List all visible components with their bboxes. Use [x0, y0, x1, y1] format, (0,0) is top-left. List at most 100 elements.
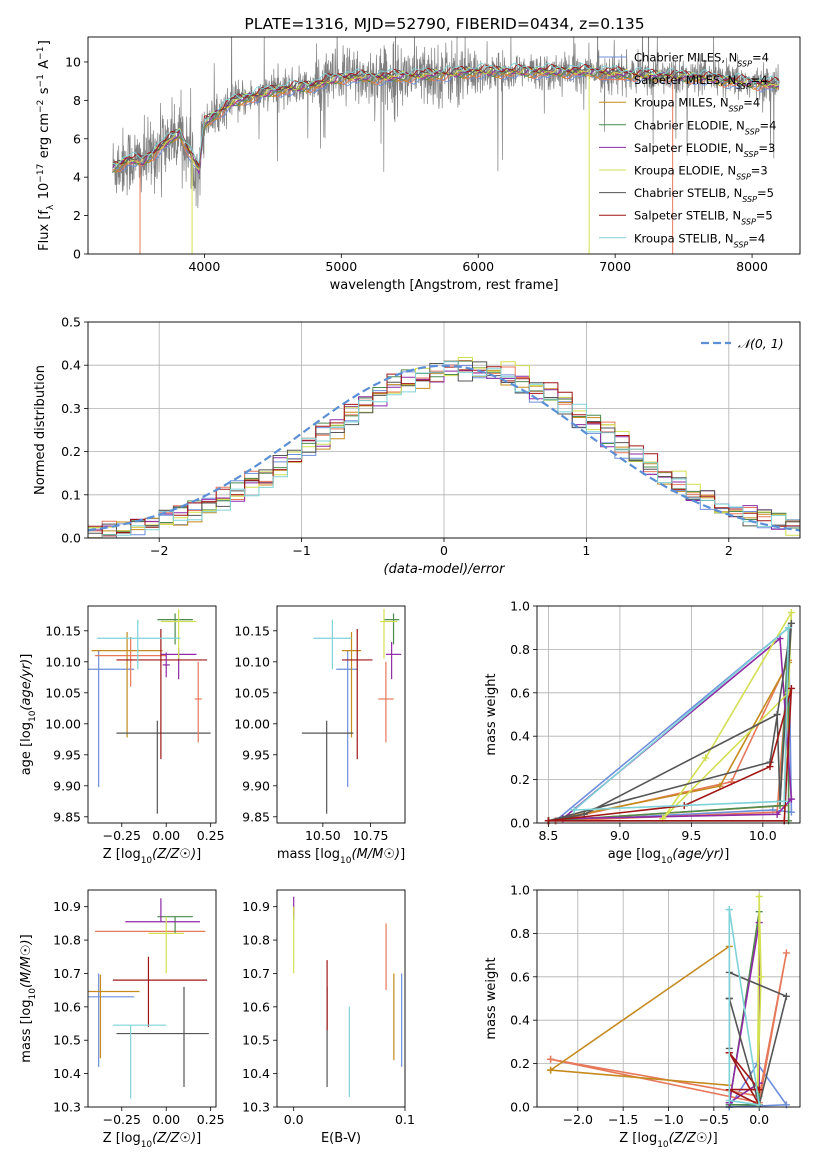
y-tick-label: 9.85 [53, 809, 81, 824]
legend-label-chabrier-stelib: Chabrier STELIB, NSSP=5 [634, 186, 774, 204]
weight-marker-chabrier-stelib [782, 992, 790, 1000]
legend-label-chabrier-miles: Chabrier MILES, NSSP=4 [634, 51, 769, 69]
weight-marker-kroupa-stelib [780, 797, 788, 805]
y-tick-label: 10.3 [53, 1100, 81, 1115]
y-tick-label: 9.95 [53, 747, 81, 762]
y-tick-label: 10.8 [53, 933, 81, 948]
y-axis-label: mass weight [484, 957, 499, 1039]
x-tick-label: 6000 [462, 259, 494, 274]
y-tick-label: 10 [65, 54, 81, 69]
y-tick-label: 10.15 [234, 623, 270, 638]
x-tick-label: 0.0 [284, 1112, 304, 1127]
weight-marker-kroupa-elodie [757, 973, 765, 981]
x-axis-label: mass [log10(M/M☉)] [277, 847, 405, 866]
mass-vs-Z-panel: −0.25 0.00 0.25 10.3 10.4 10.5 10.6 10.7 10.8 10.… [19, 889, 225, 1150]
y-tick-label: 0.8 [510, 642, 530, 657]
y-tick-label: 0.2 [61, 444, 81, 459]
x-axis-label: wavelength [Angstrom, rest frame] [330, 278, 559, 293]
x-tick-label: 10.0 [749, 828, 777, 843]
y-tick-label: 0.0 [510, 1100, 530, 1115]
y-tick-label: 8 [73, 93, 81, 108]
weight-marker-kroupa-elodie [787, 609, 795, 617]
y-axis-label: age [log10(age/yr)] [19, 654, 38, 776]
axes-frame [87, 321, 801, 539]
x-tick-label: −1.5 [608, 1112, 638, 1127]
x-tick-label: 5000 [325, 259, 357, 274]
y-tick-label: 10.7 [242, 966, 270, 981]
x-tick-label: 4000 [188, 259, 220, 274]
x-tick-label: 0 [440, 543, 448, 558]
y-tick-label: 10.6 [53, 999, 81, 1014]
axes-frame [87, 889, 217, 1108]
weight-marker-salpeter-stelib [787, 684, 795, 692]
y-tick-label: 2 [73, 208, 81, 223]
legend-label-chabrier-elodie: Chabrier ELODIE, NSSP=4 [634, 118, 776, 136]
x-tick-label: 8000 [736, 259, 768, 274]
y-tick-label: 9.95 [242, 747, 270, 762]
weight-marker-kroupa-elodie [702, 754, 710, 762]
weight-marker-kroupa-stelib [570, 806, 578, 814]
x-axis-label: Z [log10(Z/Z☉)] [103, 1131, 201, 1150]
age-vs-Z-panel: −0.25 0.00 0.25 9.85 9.90 9.95 10.00 10.05 10.10… [19, 605, 225, 866]
weight-marker-kroupa-stelib [725, 906, 733, 914]
y-tick-label: 10.5 [53, 1033, 81, 1048]
x-axis-label: Z [log10(Z/Z☉)] [103, 847, 201, 866]
y-tick-label: 10.00 [45, 716, 81, 731]
y-tick-label: 10.4 [242, 1066, 270, 1081]
x-tick-label: 2 [725, 543, 733, 558]
y-tick-label: 6 [73, 131, 81, 146]
y-tick-label: 9.90 [242, 778, 270, 793]
y-tick-label: 10.00 [234, 716, 270, 731]
y-tick-label: 9.90 [53, 778, 81, 793]
y-tick-label: 10.10 [234, 654, 270, 669]
x-tick-label: −2.0 [563, 1112, 593, 1127]
legend-label-salpeter-stelib: Salpeter STELIB, NSSP=5 [634, 209, 773, 227]
weight-line-kroupa-stelib [573, 625, 790, 811]
x-tick-label: 0.25 [197, 828, 225, 843]
y-tick-label: 0.6 [510, 685, 530, 700]
weight-line-salpeter-elodie [728, 922, 760, 1104]
legend-label-salpeter-elodie: Salpeter ELODIE, NSSP=3 [634, 141, 775, 159]
y-tick-label: 0.0 [510, 816, 530, 831]
y-tick-label: 10.9 [53, 899, 81, 914]
axes-frame [87, 36, 801, 255]
y-tick-label: 0.4 [61, 358, 81, 373]
legend-label-salpeter-miles: Salpeter MILES, NSSP=4 [634, 73, 768, 91]
weight-marker-kroupa-miles [547, 1066, 555, 1074]
x-axis-label: (data-model)/error [384, 562, 507, 577]
weight-marker-kroupa-stelib [785, 624, 793, 632]
y-tick-label: 9.85 [242, 809, 270, 824]
observed-spectrum [112, 37, 780, 209]
y-tick-label: 0.4 [510, 729, 530, 744]
model-spectrum-kroupa-stelib [112, 62, 779, 166]
y-tick-label: 10.10 [45, 654, 81, 669]
x-tick-label: 8.5 [538, 828, 558, 843]
age-vs-mass-panel: 10.50 10.75 9.85 9.90 9.95 10.00 10.05 10.10 10.… [234, 605, 406, 866]
weight-marker-salpeter-elodie [776, 635, 784, 643]
x-tick-label: 0.00 [152, 1112, 180, 1127]
weight-marker-kroupa-elodie [755, 893, 763, 901]
weight-marker-salpeter-elodie [787, 795, 795, 803]
weight-line-kroupa-stelib [728, 909, 761, 1106]
y-tick-label: 10.15 [45, 623, 81, 638]
y-tick-label: 10.5 [242, 1033, 270, 1048]
x-tick-label: −0.5 [699, 1112, 729, 1127]
weight-marker-salpeter-elodie [773, 810, 781, 818]
normal-curve [87, 364, 801, 532]
x-tick-label: 7000 [599, 259, 631, 274]
y-axis-label: Normed distribution [33, 365, 48, 495]
x-tick-label: 10.75 [353, 828, 389, 843]
axes-frame [536, 605, 801, 824]
weight-marker-salpeter-miles [782, 949, 790, 957]
x-axis-label: age [log10(age/yr)] [608, 847, 730, 866]
x-tick-label: −0.25 [103, 1112, 141, 1127]
residual-histogram-panel: −2 −1 0 1 2 0.0 0.1 0.2 0.3 0.4 0.5 𝒩(0, 1) (data-mo… [33, 315, 801, 577]
axes-frame [276, 605, 406, 824]
x-tick-label: 9.0 [610, 828, 630, 843]
y-tick-label: 10.4 [53, 1066, 81, 1081]
legend-label-kroupa-elodie: Kroupa ELODIE, NSSP=3 [634, 164, 768, 182]
x-tick-label: 0.0 [749, 1112, 769, 1127]
y-tick-label: 0.0 [61, 531, 81, 546]
x-tick-label: −1.0 [653, 1112, 683, 1127]
